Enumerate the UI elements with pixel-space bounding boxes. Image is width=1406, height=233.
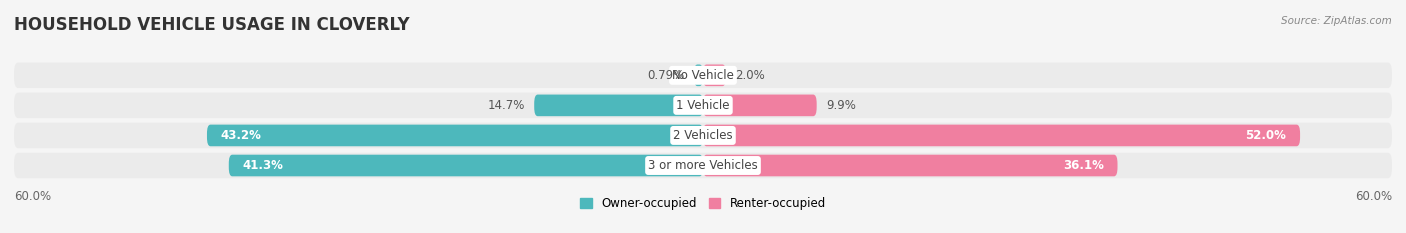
FancyBboxPatch shape	[229, 155, 703, 176]
Text: 9.9%: 9.9%	[825, 99, 856, 112]
Text: 41.3%: 41.3%	[243, 159, 284, 172]
Text: 1 Vehicle: 1 Vehicle	[676, 99, 730, 112]
FancyBboxPatch shape	[14, 123, 1392, 148]
Text: 3 or more Vehicles: 3 or more Vehicles	[648, 159, 758, 172]
Text: 0.79%: 0.79%	[648, 69, 685, 82]
FancyBboxPatch shape	[703, 95, 817, 116]
FancyBboxPatch shape	[14, 153, 1392, 178]
FancyBboxPatch shape	[14, 93, 1392, 118]
Text: Source: ZipAtlas.com: Source: ZipAtlas.com	[1281, 16, 1392, 26]
FancyBboxPatch shape	[14, 62, 1392, 88]
FancyBboxPatch shape	[534, 95, 703, 116]
Text: 14.7%: 14.7%	[488, 99, 524, 112]
Text: 2 Vehicles: 2 Vehicles	[673, 129, 733, 142]
Text: 43.2%: 43.2%	[221, 129, 262, 142]
FancyBboxPatch shape	[703, 125, 1301, 146]
Text: No Vehicle: No Vehicle	[672, 69, 734, 82]
Text: HOUSEHOLD VEHICLE USAGE IN CLOVERLY: HOUSEHOLD VEHICLE USAGE IN CLOVERLY	[14, 16, 409, 34]
Legend: Owner-occupied, Renter-occupied: Owner-occupied, Renter-occupied	[579, 197, 827, 210]
FancyBboxPatch shape	[703, 65, 725, 86]
Text: 60.0%: 60.0%	[1355, 190, 1392, 203]
FancyBboxPatch shape	[703, 155, 1118, 176]
Text: 36.1%: 36.1%	[1063, 159, 1104, 172]
FancyBboxPatch shape	[207, 125, 703, 146]
Text: 52.0%: 52.0%	[1246, 129, 1286, 142]
FancyBboxPatch shape	[695, 65, 703, 86]
Text: 60.0%: 60.0%	[14, 190, 51, 203]
Text: 2.0%: 2.0%	[735, 69, 765, 82]
